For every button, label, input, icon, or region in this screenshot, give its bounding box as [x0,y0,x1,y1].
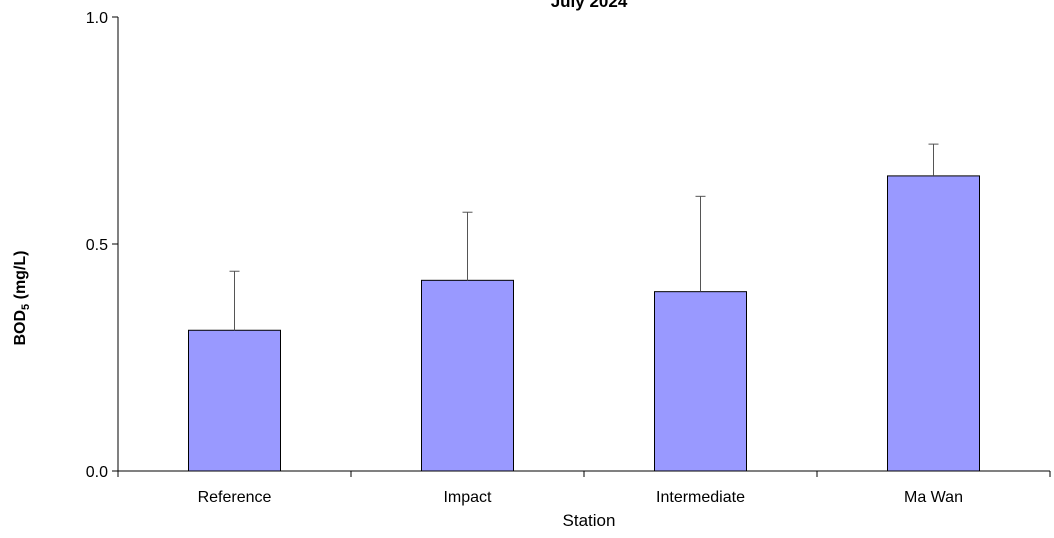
y-axis-title-suffix: (mg/L) [12,250,29,303]
y-axis-title-prefix: BOD [12,310,29,346]
chart-title: July 2024 [551,0,628,11]
bar-impact [421,279,514,472]
x-tick-label: Ma Wan [904,489,963,506]
x-ticks-group: Reference Impact Intermediate Ma Wan [117,471,1051,506]
bar-reference [188,329,281,472]
x-tick-label: Impact [443,489,492,506]
y-axis-title: BOD5 (mg/L) [12,250,32,345]
y-tick-label: 0.5 [86,237,108,254]
error-bars-group [229,143,939,331]
x-tick-label: Intermediate [656,489,745,506]
x-tick-label: Reference [198,489,272,506]
y-ticks-group: 0.0 0.5 1.0 [86,10,118,481]
y-tick-label: 0.0 [86,464,108,481]
bar-ma-wan [887,175,980,472]
bar-intermediate [654,291,747,472]
y-axis-title-subscript: 5 [20,304,32,310]
x-axis-title: Station [563,511,616,530]
bars-group [188,175,980,472]
y-tick-label: 1.0 [86,10,108,27]
